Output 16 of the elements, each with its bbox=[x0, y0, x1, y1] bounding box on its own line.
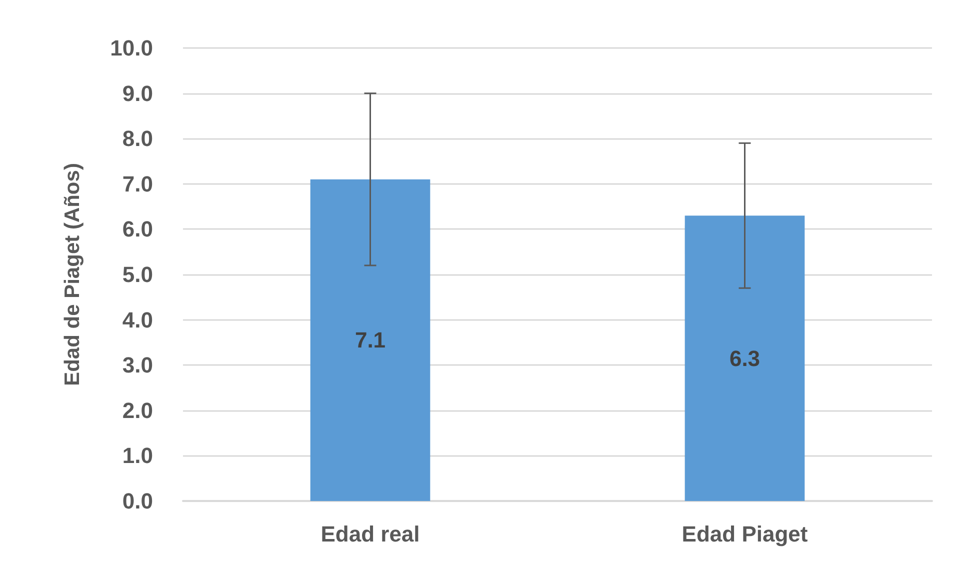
y-tick-label: 7.0 bbox=[122, 171, 153, 196]
x-tick-label: Edad real bbox=[320, 522, 420, 546]
y-tick-label: 4.0 bbox=[122, 307, 153, 332]
y-tick-label: 8.0 bbox=[122, 126, 153, 152]
y-tick-label: 1.0 bbox=[122, 443, 153, 468]
x-tick-label: Edad Piaget bbox=[682, 522, 808, 546]
y-tick-label: 10.0 bbox=[110, 36, 153, 60]
data-label: 7.1 bbox=[354, 328, 386, 353]
y-tick-label: 6.0 bbox=[122, 216, 153, 242]
data-label: 6.3 bbox=[729, 346, 760, 371]
y-axis-title: Edad de Piaget (Años) bbox=[61, 163, 84, 386]
y-tick-label: 5.0 bbox=[122, 262, 153, 287]
y-tick-label: 0.0 bbox=[122, 488, 153, 514]
y-tick-label: 3.0 bbox=[122, 352, 153, 378]
y-tick-label: 9.0 bbox=[122, 80, 153, 106]
y-tick-label: 2.0 bbox=[122, 398, 153, 423]
